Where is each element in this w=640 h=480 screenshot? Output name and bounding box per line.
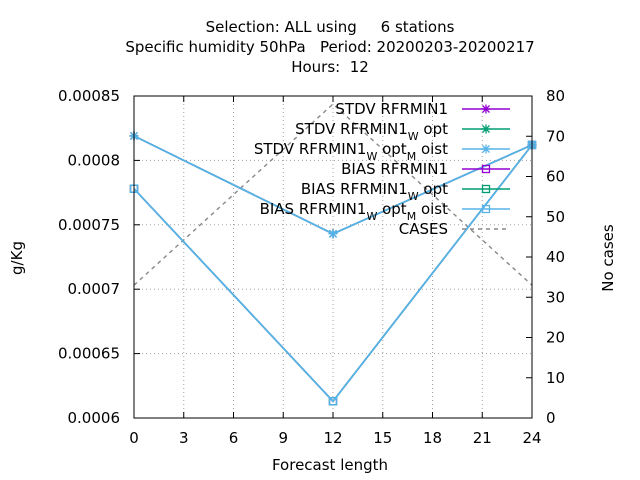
y-tick-label: 0.00075: [58, 216, 120, 234]
y2-tick-label: 70: [546, 127, 565, 145]
legend-item-0: STDV RFRMIN1: [335, 100, 510, 118]
y2-tick-label: 20: [546, 329, 565, 347]
y2-axis-label: No cases: [599, 224, 617, 292]
y-axis-label: g/Kg: [8, 241, 26, 275]
y2-tick-label: 50: [546, 208, 565, 226]
chart-title: Selection: ALL using 6 stations Specific…: [125, 18, 534, 76]
x-tick-label: 15: [373, 429, 392, 447]
star-point: [328, 229, 338, 239]
legend-label: BIAS RFRMIN1: [341, 160, 448, 178]
grid: [134, 96, 532, 418]
x-tick-label: 6: [229, 429, 239, 447]
legend-item-5: BIAS RFRMIN1W optM oist: [260, 200, 510, 223]
y-tick-label: 0.00085: [58, 87, 120, 105]
y2-tick-label: 60: [546, 168, 565, 186]
x-axis-label: Forecast length: [272, 456, 388, 474]
y2-axis: 0 10 20 30 40 50 60 70 80: [526, 87, 565, 427]
title-line-1: Selection: ALL using 6 stations: [206, 18, 455, 36]
y-tick-label: 0.0007: [68, 280, 121, 298]
x-tick-label: 21: [473, 429, 492, 447]
y-axis: 0.0006 0.00065 0.0007 0.00075 0.0008 0.00085: [58, 87, 140, 427]
series-6: [133, 103, 533, 286]
y2-tick-label: 0: [546, 409, 556, 427]
y-tick-label: 0.00065: [58, 345, 120, 363]
series-line: [133, 144, 533, 403]
y2-tick-label: 30: [546, 288, 565, 306]
legend-label: STDV RFRMIN1W optM oist: [254, 140, 448, 163]
x-axis: 0 3 6 9 12 15 18 21 24: [129, 96, 542, 447]
legend-label: STDV RFRMIN1: [335, 100, 448, 118]
x-tick-label: 0: [129, 429, 139, 447]
series-line: [133, 103, 533, 286]
y-tick-label: 0.0006: [68, 409, 121, 427]
square-point: [481, 184, 491, 194]
square-point: [481, 204, 491, 214]
star-point: [481, 124, 491, 134]
y2-tick-label: 80: [546, 87, 565, 105]
y2-tick-label: 10: [546, 369, 565, 387]
legend-item-3: BIAS RFRMIN1: [341, 160, 510, 178]
x-tick-label: 24: [522, 429, 541, 447]
legend-label: BIAS RFRMIN1W opt: [301, 180, 448, 203]
legend-item-2: STDV RFRMIN1W optM oist: [254, 140, 510, 163]
legend-label: STDV RFRMIN1W opt: [295, 120, 448, 143]
star-point: [481, 104, 491, 114]
star-point: [481, 144, 491, 154]
legend-label: BIAS RFRMIN1W optM oist: [260, 200, 449, 223]
legend-label: CASES: [399, 220, 448, 238]
x-tick-label: 3: [179, 429, 189, 447]
x-tick-label: 9: [278, 429, 288, 447]
square-point: [481, 164, 491, 174]
legend-item-1: STDV RFRMIN1W opt: [295, 120, 510, 143]
legend-item-6: CASES: [399, 220, 510, 238]
x-tick-label: 12: [323, 429, 342, 447]
y2-tick-label: 40: [546, 248, 565, 266]
square-point: [328, 397, 338, 406]
title-line-2: Specific humidity 50hPa Period: 20200203…: [125, 38, 534, 56]
x-tick-label: 18: [423, 429, 442, 447]
y-tick-label: 0.0008: [68, 151, 121, 169]
title-line-3: Hours: 12: [291, 58, 369, 76]
legend-item-4: BIAS RFRMIN1W opt: [301, 180, 510, 203]
